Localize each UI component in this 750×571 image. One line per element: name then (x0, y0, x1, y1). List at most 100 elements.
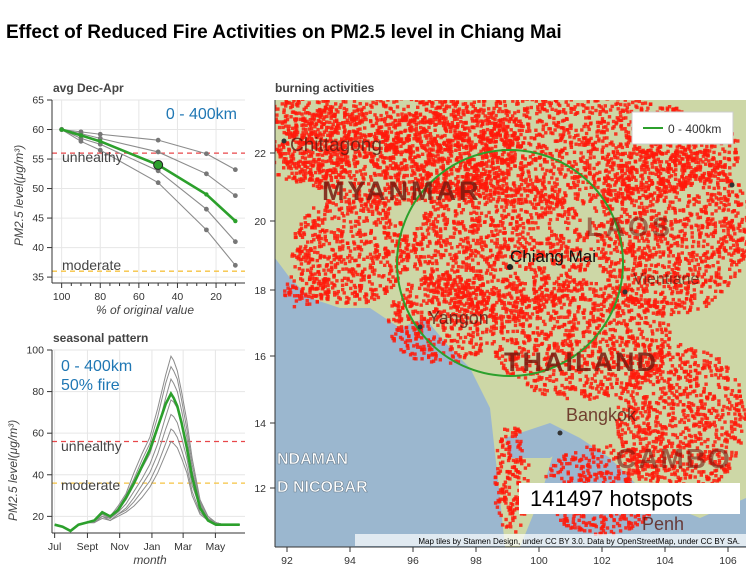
hotspot (355, 232, 359, 236)
hotspot (321, 133, 325, 137)
hotspot (697, 200, 701, 204)
hotspot (437, 121, 441, 125)
hotspot (602, 225, 606, 229)
hotspot (526, 110, 530, 114)
hotspot (431, 120, 435, 124)
hotspot (687, 181, 692, 185)
hotspot (408, 146, 412, 150)
hotspot (331, 248, 335, 252)
hotspot (373, 201, 377, 205)
hotspot (396, 137, 400, 141)
hotspot (477, 109, 482, 113)
hotspot (489, 181, 493, 186)
hotspot (594, 253, 598, 258)
hotspot (416, 179, 421, 183)
hotspot (598, 170, 602, 174)
hotspot (588, 163, 592, 167)
hotspot (675, 290, 680, 295)
hotspot (411, 169, 415, 173)
hotspot (673, 173, 678, 177)
hotspot (651, 203, 655, 207)
hotspot (501, 170, 505, 174)
hotspot (600, 237, 604, 241)
hotspot (540, 167, 545, 171)
hotspot (533, 185, 537, 189)
hotspot (435, 171, 439, 175)
hotspot (584, 106, 588, 110)
hotspot (712, 166, 717, 170)
hotspot (711, 217, 715, 221)
hotspot (367, 209, 371, 213)
hotspot (640, 101, 645, 106)
hotspot (674, 157, 678, 161)
hotspot (654, 250, 659, 255)
hotspot (298, 151, 302, 155)
hotspot (350, 210, 354, 214)
hotspot (503, 96, 506, 99)
hotspot (685, 175, 689, 180)
hotspot (626, 285, 630, 289)
hotspot (467, 182, 471, 186)
hotspot (634, 184, 639, 189)
hotspot (394, 165, 398, 169)
hotspot (324, 172, 329, 176)
hotspot (525, 95, 528, 98)
hotspot (359, 109, 363, 113)
hotspot (624, 108, 628, 112)
hotspot (332, 290, 337, 295)
hotspot (337, 257, 342, 262)
hotspot (623, 182, 627, 187)
hotspot (620, 168, 625, 172)
hotspot (684, 237, 688, 242)
hotspot (379, 130, 384, 134)
burning-activities-map[interactable]: burning activities MYANMAR LAOS THAILAND… (250, 78, 750, 571)
hotspot (329, 176, 334, 180)
hotspot (419, 125, 423, 130)
hotspot (660, 106, 664, 110)
hotspot (552, 181, 557, 185)
hotspot (605, 206, 609, 211)
hotspot (628, 166, 632, 171)
hotspot (653, 298, 657, 302)
hotspot (536, 107, 540, 112)
hotspot (597, 177, 601, 181)
hotspot (322, 115, 327, 119)
hotspot (573, 192, 577, 196)
hotspot (598, 264, 602, 268)
hotspot (285, 162, 290, 167)
hotspot (385, 111, 389, 115)
hotspot (574, 162, 578, 166)
hotspot (358, 132, 362, 136)
hotspot (410, 160, 414, 164)
hotspot (493, 166, 498, 170)
hotspot (643, 281, 647, 285)
hotspot (455, 157, 459, 161)
hotspot (405, 173, 409, 178)
hotspot (440, 150, 444, 154)
hotspot (443, 126, 448, 130)
hotspot (438, 145, 442, 149)
hotspot (397, 118, 402, 122)
hotspot (435, 114, 439, 119)
hotspot (589, 149, 593, 153)
hotspot (679, 145, 683, 150)
hotspot (346, 255, 350, 260)
hotspot (435, 183, 439, 187)
hotspot (323, 105, 328, 110)
hotspot (445, 159, 450, 164)
hotspot (439, 165, 443, 169)
hotspot (601, 156, 605, 160)
hotspot (384, 123, 388, 127)
hotspot (624, 196, 628, 200)
hotspot (482, 172, 487, 177)
hotspot (690, 258, 694, 263)
hotspot (632, 151, 636, 155)
hotspot (669, 144, 673, 148)
hotspot (567, 131, 571, 135)
hotspot (735, 263, 739, 267)
hotspot (652, 246, 656, 250)
hotspot (323, 217, 327, 221)
hotspot (715, 201, 719, 206)
hotspot (397, 201, 402, 206)
hotspot (328, 120, 332, 125)
